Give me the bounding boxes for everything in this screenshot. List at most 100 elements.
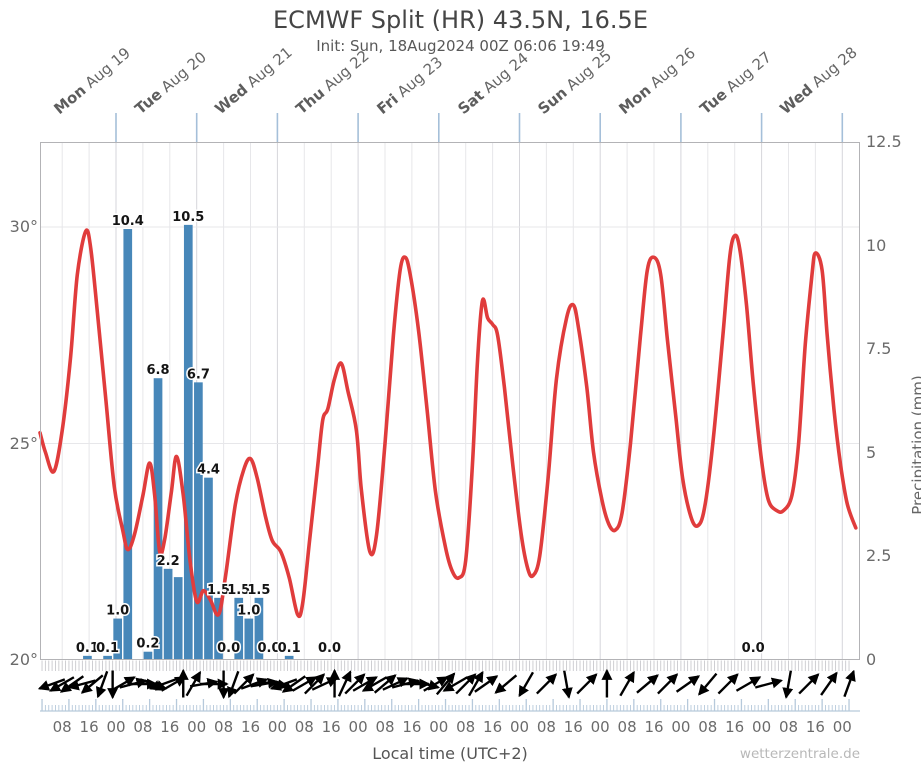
precipitation-value-label: 0.0 [257, 641, 280, 656]
wind-arrow [292, 676, 318, 692]
temperature-tick-label: 20° [9, 650, 38, 669]
precipitation-value-label: 1.5 [207, 583, 230, 598]
time-tick-label: 08 [52, 718, 72, 736]
precipitation-tick-label: 7.5 [866, 339, 892, 359]
time-tick-label: 00 [267, 718, 287, 736]
time-tick-label: 16 [321, 718, 341, 736]
time-tick-label: 08 [617, 718, 637, 736]
precipitation-bar [234, 597, 244, 660]
precipitation-tick-label: 0 [866, 650, 877, 669]
precipitation-value-label: 1.0 [237, 604, 260, 619]
precipitation-bar [254, 597, 264, 660]
plot-border [40, 142, 860, 660]
temperature-tick-label: 30° [9, 217, 38, 236]
precipitation-value-label: 6.7 [187, 367, 210, 382]
precipitation-value-label: 0.1 [278, 641, 301, 656]
wind-arrow [843, 669, 856, 698]
wind-arrow [373, 674, 397, 694]
wind-arrow [735, 676, 762, 692]
time-tick-label: 08 [698, 718, 718, 736]
precipitation-bar [113, 618, 123, 660]
wind-arrow [798, 673, 820, 695]
temperature-curve [38, 228, 858, 619]
time-tick-label: 08 [536, 718, 556, 736]
time-tick-label: 16 [805, 718, 825, 736]
wind-arrow [110, 676, 136, 692]
wind-arrow [561, 670, 573, 699]
time-tick-label: 08 [778, 718, 799, 736]
wind-arrow [494, 674, 518, 694]
wind-arrow [185, 670, 202, 697]
wind-arrow [698, 672, 718, 696]
time-tick-label: 00 [671, 718, 691, 736]
wind-arrow [148, 678, 177, 691]
wind-arrow [435, 672, 456, 696]
wind-arrow [361, 676, 388, 692]
wind-arrow [754, 677, 783, 689]
precipitation-bar [83, 655, 92, 660]
precipitation-value-label: 0.0 [217, 641, 240, 656]
wind-arrow [657, 673, 679, 695]
precipitation-tick-label: 2.5 [866, 546, 892, 566]
time-tick-label: 16 [644, 718, 664, 736]
wind-arrow [442, 676, 468, 692]
wind-arrow [382, 677, 409, 691]
precipitation-bar [123, 229, 133, 660]
chart-subtitle: Init: Sun, 18Aug2024 00Z 06:06 19:49 [316, 37, 605, 55]
time-tick-label: 08 [294, 718, 314, 736]
precipitation-value-label: 4.4 [197, 463, 220, 478]
time-tick-label: 08 [214, 718, 234, 736]
time-tick-label: 08 [375, 718, 395, 736]
wind-arrow [536, 673, 558, 695]
precipitation-bar [244, 618, 254, 660]
wind-arrow [576, 673, 598, 695]
wind-arrow [467, 670, 484, 697]
wind-arrow [518, 671, 535, 698]
x-axis-title: Local time (UTC+2) [372, 744, 528, 763]
wind-arrow [782, 670, 794, 699]
precipitation-bar [183, 224, 193, 660]
wind-arrow [303, 673, 326, 695]
time-tick-label: 00 [106, 718, 126, 736]
precipitation-value-label: 10.5 [172, 210, 204, 225]
time-tick-label: 00 [429, 718, 449, 736]
precipitation-bar [173, 577, 183, 660]
watermark: wetterzentrale.de [739, 746, 860, 762]
precipitation-value-label: 6.8 [147, 363, 170, 378]
time-tick-label: 16 [402, 718, 422, 736]
wind-arrow [455, 673, 477, 695]
precipitation-value-label: 0.1 [76, 641, 99, 656]
wind-arrow [311, 677, 339, 691]
right-axis-title: Precipitation (mm) [909, 375, 921, 515]
precipitation-value-label: 1.0 [106, 604, 129, 619]
precipitation-tick-label: 5 [866, 442, 877, 462]
precipitation-tick-label: 10 [866, 235, 887, 255]
precipitation-bar [143, 651, 153, 660]
wind-arrow [675, 675, 701, 693]
precipitation-value-label: 1.5 [227, 583, 250, 598]
time-tick-label: 00 [348, 718, 368, 736]
wind-arrow [411, 679, 440, 691]
wind-arrow [337, 670, 352, 697]
time-tick-label: 16 [563, 718, 583, 736]
time-tick-label: 16 [483, 718, 503, 736]
time-tick-label: 08 [133, 718, 153, 736]
precipitation-value-label: 0.1 [96, 641, 119, 656]
time-tick-label: 08 [456, 718, 476, 736]
precipitation-bar [194, 382, 203, 660]
wind-arrow [227, 670, 240, 699]
wind-arrow [474, 675, 499, 693]
precipitation-bar [204, 477, 213, 660]
wind-arrow [820, 671, 838, 696]
wind-arrow [423, 676, 449, 692]
wind-arrow [344, 673, 366, 695]
wind-arrow [233, 673, 255, 695]
precipitation-bar [103, 655, 112, 660]
time-tick-label: 00 [832, 718, 852, 736]
precipitation-bar [214, 597, 223, 660]
time-tick-label: 00 [752, 718, 772, 736]
wind-arrow [636, 674, 659, 694]
chart-title: ECMWF Split (HR) 43.5N, 16.5E [273, 6, 648, 34]
